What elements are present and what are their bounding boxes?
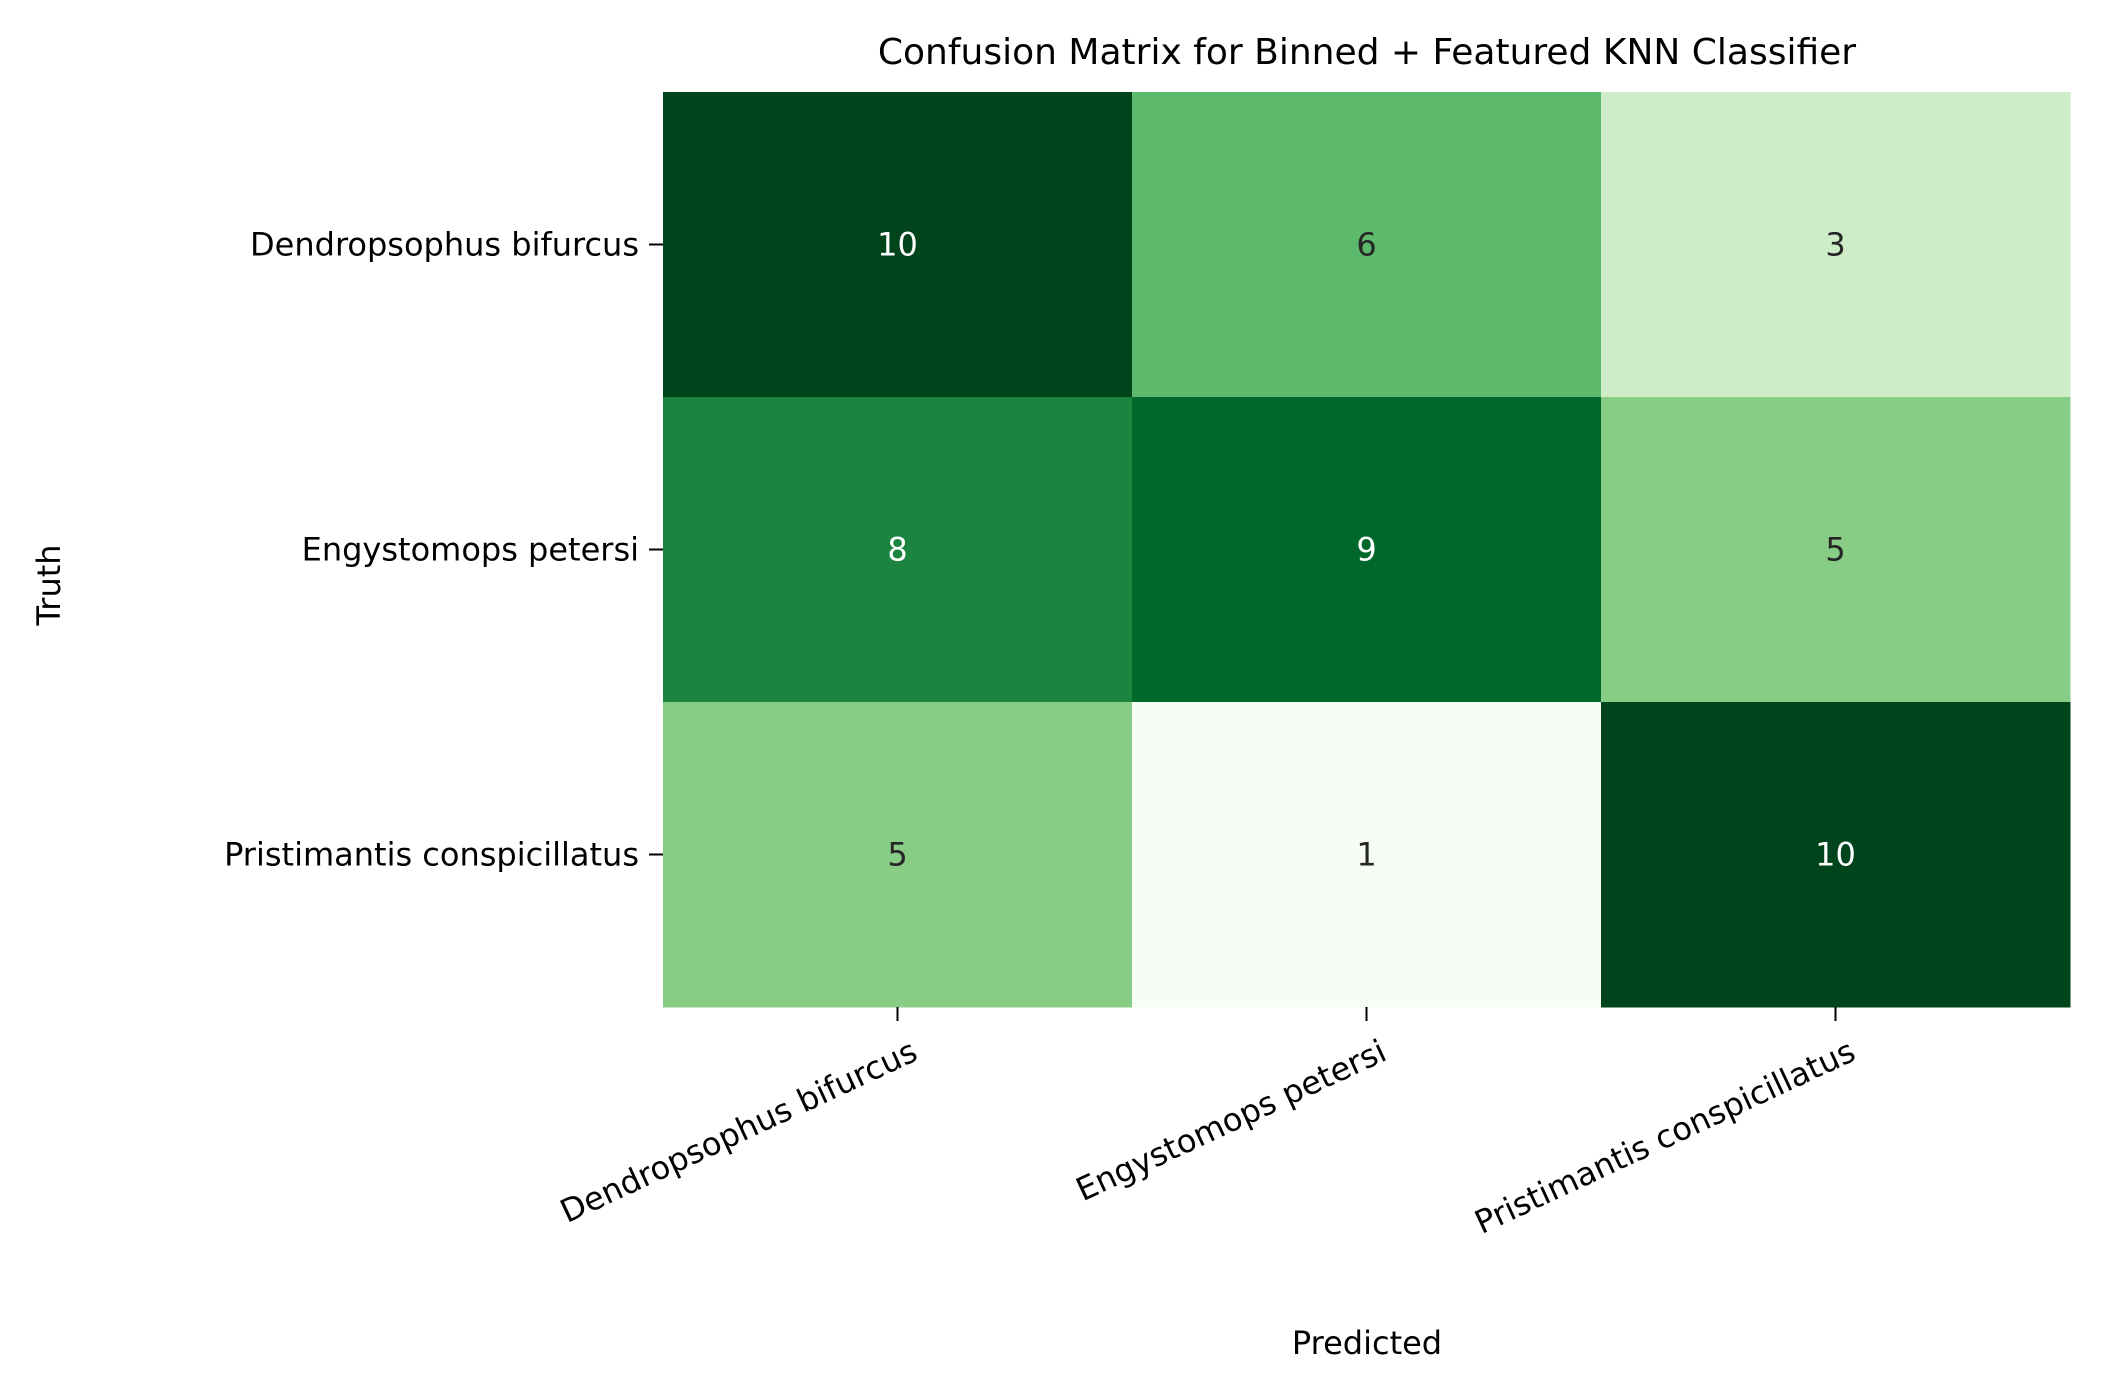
cell-value-label-r1-c0: 8 (887, 531, 907, 569)
heatmap-cell-r0-c2 (1601, 92, 2071, 398)
chart-title: Confusion Matrix for Binned + Featured K… (878, 32, 1856, 73)
heatmap-cell-r2-c0 (663, 702, 1133, 1008)
cell-value-label-r0-c1: 6 (1356, 226, 1376, 264)
cell-value-label-r2-c2: 10 (1815, 836, 1856, 874)
y-tick-label-1: Engystomops petersi (302, 531, 639, 569)
heatmap-cell-r2-c2 (1601, 702, 2071, 1008)
cell-value-label-r1-c2: 5 (1825, 531, 1845, 569)
heatmap-cell-r0-c0 (663, 92, 1133, 398)
cell-value-label-r0-c2: 3 (1825, 226, 1845, 264)
cell-value-label-r2-c1: 1 (1356, 836, 1376, 874)
heatmap-cell-r2-c1 (1132, 702, 1602, 1008)
y-tick-label-0: Dendropsophus bifurcus (250, 226, 639, 264)
x-axis-label: Predicted (1292, 1324, 1442, 1362)
heatmap-cell-r0-c1 (1132, 92, 1602, 398)
cell-value-label-r2-c0: 5 (887, 836, 907, 874)
axis-ticks (649, 243, 1837, 1021)
x-tick-label-1: Engystomops petersi (1070, 1032, 1392, 1209)
x-tick-labels: Dendropsophus bifurcus Engystomops peters… (554, 1032, 1861, 1242)
cell-value-label-r0-c0: 10 (877, 226, 918, 264)
heatmap-cell-r1-c1 (1132, 397, 1602, 703)
y-tick-labels: Dendropsophus bifurcus Engystomops peters… (224, 226, 639, 874)
x-tick-label-0: Dendropsophus bifurcus (554, 1032, 923, 1231)
x-tick-label-2: Pristimantis conspicillatus (1469, 1032, 1861, 1242)
y-axis-label: Truth (30, 544, 68, 626)
cell-value-label-r1-c1: 9 (1356, 531, 1376, 569)
heatmap-cell-r1-c2 (1601, 397, 2071, 703)
heatmap-cell-r1-c0 (663, 397, 1133, 703)
y-tick-label-2: Pristimantis conspicillatus (224, 836, 639, 874)
heatmap-cells: 10 6 3 8 9 5 5 1 10 (663, 92, 2071, 1008)
